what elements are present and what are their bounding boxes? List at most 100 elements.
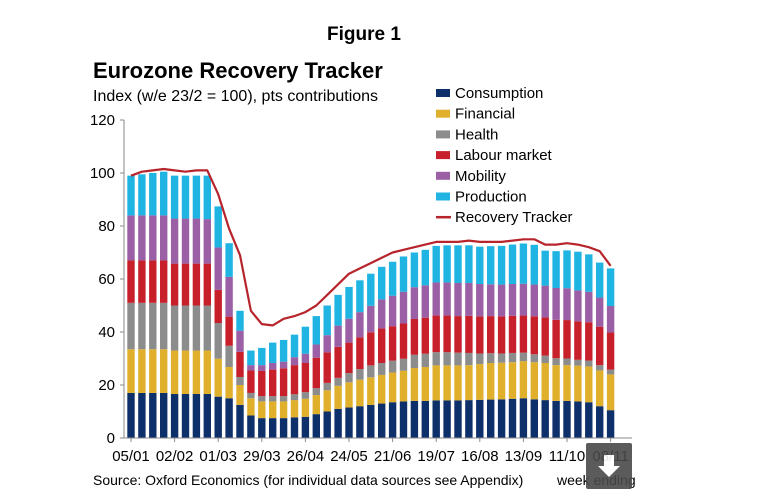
bar-health-18 xyxy=(323,382,331,391)
bar-financial-40 xyxy=(563,365,571,401)
bar-financial-6 xyxy=(192,350,201,395)
bar-labour-market-17 xyxy=(312,357,320,389)
bar-mobility-29 xyxy=(443,282,451,316)
bar-production-7 xyxy=(203,175,211,220)
bar-labour-market-19 xyxy=(334,346,342,378)
bar-mobility-15 xyxy=(290,357,299,366)
x-tick-label-16-08: 16/08 xyxy=(461,448,499,465)
y-tick-label-60: 60 xyxy=(98,271,115,288)
bar-financial-13 xyxy=(269,401,277,419)
bar-mobility-39 xyxy=(552,288,560,320)
bar-health-25 xyxy=(399,358,408,371)
bar-financial-27 xyxy=(421,366,429,401)
y-tick-label-40: 40 xyxy=(98,324,115,341)
bar-consumption-19 xyxy=(334,408,342,438)
bar-health-13 xyxy=(269,396,277,402)
bar-financial-34 xyxy=(497,362,506,400)
bar-labour-market-25 xyxy=(399,323,408,359)
legend-swatch-mobility xyxy=(436,171,450,180)
bar-health-8 xyxy=(214,322,222,359)
bar-financial-30 xyxy=(454,365,462,401)
bar-production-41 xyxy=(574,251,582,291)
bar-labour-market-21 xyxy=(356,337,364,370)
bar-health-37 xyxy=(530,354,538,363)
bar-consumption-26 xyxy=(410,400,419,438)
bar-consumption-20 xyxy=(345,407,353,438)
bar-production-16 xyxy=(301,326,310,354)
bar-mobility-22 xyxy=(367,305,375,333)
bar-financial-16 xyxy=(301,398,310,417)
bar-labour-market-14 xyxy=(279,368,288,397)
bar-production-8 xyxy=(214,206,222,248)
bar-labour-market-31 xyxy=(465,315,473,353)
bar-health-9 xyxy=(225,345,233,367)
bar-consumption-3 xyxy=(160,392,168,438)
bar-mobility-26 xyxy=(410,287,419,320)
bar-financial-3 xyxy=(160,349,168,393)
bar-mobility-42 xyxy=(585,291,593,323)
bar-consumption-42 xyxy=(585,402,593,438)
bar-labour-market-18 xyxy=(323,352,331,383)
bar-production-35 xyxy=(508,244,517,285)
bar-mobility-24 xyxy=(388,295,397,327)
bar-health-2 xyxy=(149,302,157,350)
bar-mobility-5 xyxy=(181,218,190,264)
bar-health-41 xyxy=(574,359,582,366)
bar-financial-19 xyxy=(334,385,342,409)
bar-consumption-29 xyxy=(443,400,451,438)
bar-consumption-35 xyxy=(508,398,517,438)
bar-financial-18 xyxy=(323,390,331,412)
bar-consumption-13 xyxy=(269,418,277,439)
download-button[interactable] xyxy=(586,443,632,489)
bar-financial-4 xyxy=(170,350,179,395)
bars-layer xyxy=(127,171,615,439)
bar-financial-25 xyxy=(399,370,408,402)
bar-mobility-31 xyxy=(465,282,473,316)
bar-health-6 xyxy=(192,305,201,351)
bar-mobility-28 xyxy=(432,282,440,316)
bar-financial-23 xyxy=(378,374,386,404)
bar-mobility-9 xyxy=(225,276,233,317)
bar-health-17 xyxy=(312,388,320,396)
x-tick-label-01-03: 01/03 xyxy=(199,448,237,465)
bar-production-17 xyxy=(312,316,320,345)
bar-consumption-16 xyxy=(301,416,310,438)
line-layer xyxy=(130,167,612,327)
y-tick-label-100: 100 xyxy=(90,165,115,182)
bar-health-42 xyxy=(585,360,593,367)
bar-production-3 xyxy=(160,171,168,216)
bar-production-13 xyxy=(269,342,277,363)
bar-consumption-18 xyxy=(323,411,331,438)
bar-mobility-16 xyxy=(301,353,310,363)
bar-health-23 xyxy=(378,363,386,375)
bar-production-25 xyxy=(399,256,408,292)
bar-production-32 xyxy=(476,246,484,285)
bar-health-39 xyxy=(552,358,560,366)
x-tick-label-02-02: 02/02 xyxy=(156,448,194,465)
bar-labour-market-29 xyxy=(443,315,451,353)
bar-labour-market-27 xyxy=(421,317,429,354)
bar-mobility-37 xyxy=(530,284,538,317)
bar-mobility-35 xyxy=(508,284,517,316)
legend-swatch-consumption xyxy=(436,89,450,97)
bar-financial-17 xyxy=(312,395,320,415)
bar-health-35 xyxy=(508,352,517,363)
bar-health-26 xyxy=(410,354,419,369)
bar-financial-36 xyxy=(519,361,528,399)
chart-title: Eurozone Recovery Tracker xyxy=(93,58,383,83)
bar-labour-market-13 xyxy=(269,369,277,397)
bar-consumption-38 xyxy=(541,400,549,438)
bar-production-33 xyxy=(487,246,495,285)
bar-financial-15 xyxy=(290,400,299,418)
bar-financial-29 xyxy=(443,365,451,401)
bar-consumption-7 xyxy=(203,394,211,438)
x-tick-label-26-04: 26/04 xyxy=(287,448,325,465)
bar-production-20 xyxy=(345,286,353,319)
bar-mobility-30 xyxy=(454,282,462,317)
bar-production-9 xyxy=(225,243,233,277)
bar-health-14 xyxy=(279,396,288,402)
bar-mobility-17 xyxy=(312,344,320,358)
bar-labour-market-32 xyxy=(476,316,484,354)
bar-financial-32 xyxy=(476,364,484,400)
bar-health-3 xyxy=(160,302,168,350)
